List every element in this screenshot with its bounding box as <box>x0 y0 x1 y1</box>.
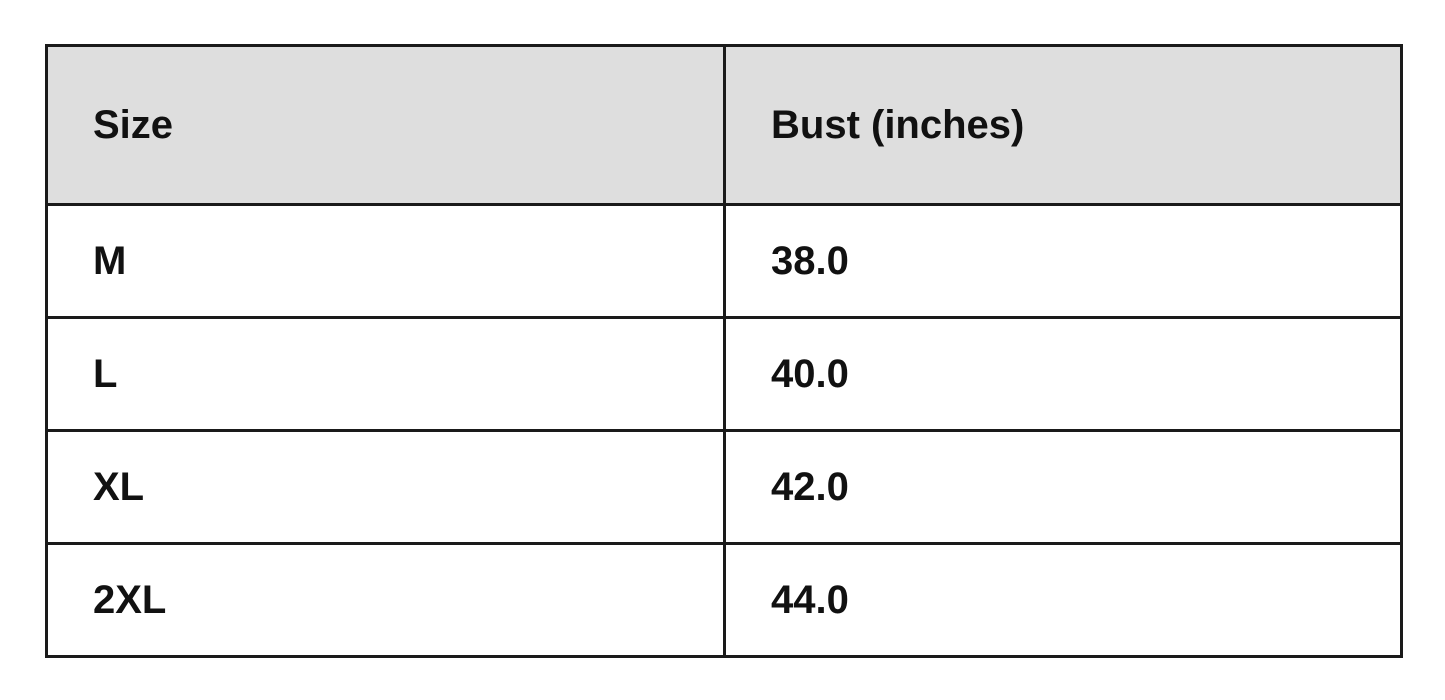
header-size: Size <box>45 44 726 206</box>
table-row: M 38.0 <box>45 203 1403 319</box>
bust-cell: 42.0 <box>723 429 1403 545</box>
size-cell: 2XL <box>45 542 726 658</box>
table-row: XL 42.0 <box>45 429 1403 545</box>
bust-cell: 38.0 <box>723 203 1403 319</box>
table-row: 2XL 44.0 <box>45 542 1403 658</box>
size-cell: L <box>45 316 726 432</box>
size-cell: XL <box>45 429 726 545</box>
bust-cell: 44.0 <box>723 542 1403 658</box>
header-bust: Bust (inches) <box>723 44 1403 206</box>
bust-cell: 40.0 <box>723 316 1403 432</box>
size-chart-table: Size Bust (inches) M 38.0 L 40.0 XL 42.0… <box>45 44 1403 658</box>
header-row: Size Bust (inches) <box>45 44 1403 206</box>
size-cell: M <box>45 203 726 319</box>
table-row: L 40.0 <box>45 316 1403 432</box>
